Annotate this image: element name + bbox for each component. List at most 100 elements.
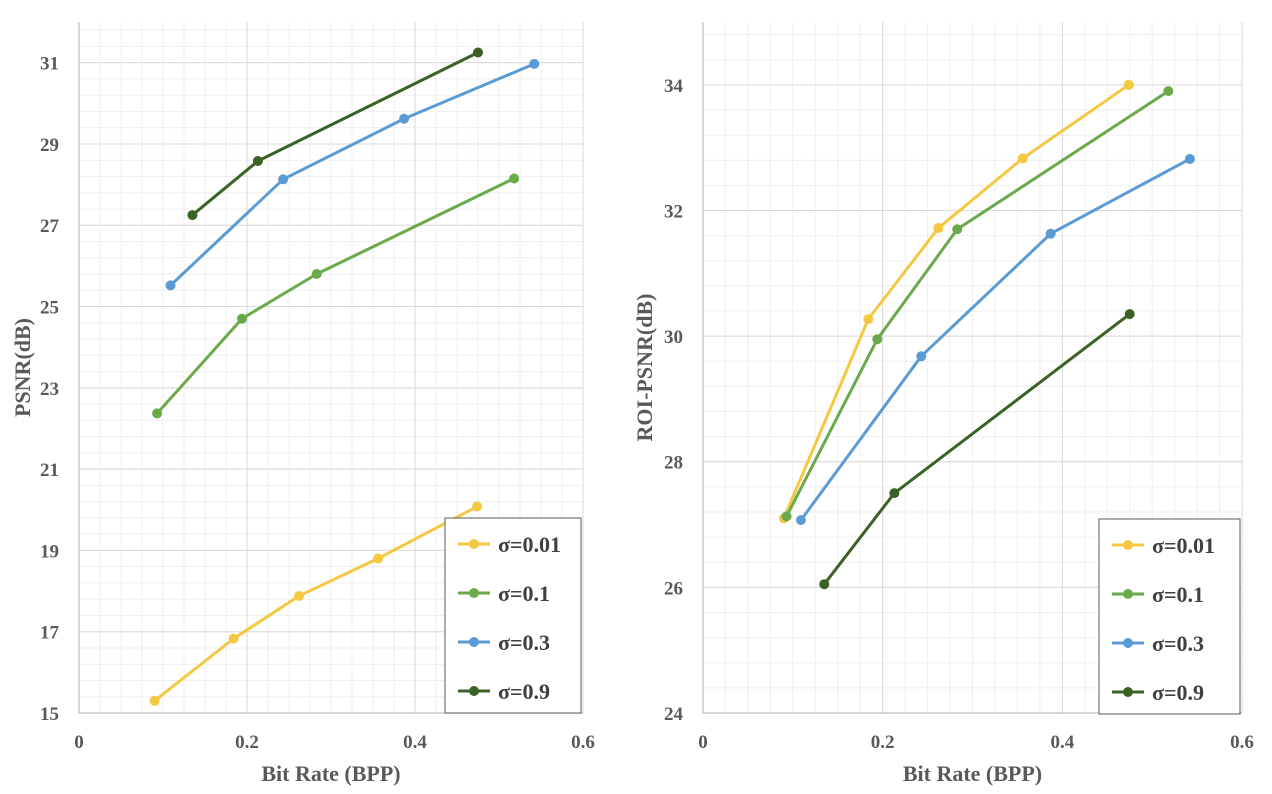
- data-point: [149, 695, 160, 706]
- data-point: [529, 58, 540, 69]
- legend-item-sigma-0-9: σ=0.9: [458, 679, 550, 704]
- data-point: [1184, 153, 1195, 164]
- legend: σ=0.01 σ=0.1 σ=0.3 σ=0.9: [1098, 518, 1241, 715]
- series-line: [191, 51, 479, 217]
- x-tick-label: 0.2: [235, 732, 259, 753]
- psnr-chart: 15 17 19 21 23 25 27 29 31 0 0.2 0.4 0.6 Bit Rate (BP…: [10, 22, 595, 786]
- y-tick-label: 29: [40, 135, 59, 156]
- legend-label: σ=0.01: [498, 532, 561, 557]
- legend-swatch-marker: [1123, 638, 1133, 648]
- legend-label: σ=0.9: [498, 679, 550, 704]
- y-axis-title: PSNR(dB): [10, 318, 35, 417]
- data-point: [228, 633, 239, 644]
- data-point: [795, 515, 806, 526]
- y-tick-label: 32: [664, 201, 683, 222]
- x-tick-label: 0.6: [571, 732, 595, 753]
- data-point: [889, 488, 900, 499]
- series-line: [799, 157, 1191, 522]
- data-point: [933, 223, 944, 234]
- x-tick-label: 0.4: [403, 732, 427, 753]
- legend-label: σ=0.3: [1152, 631, 1204, 656]
- series-sigma-0-3: [165, 58, 540, 291]
- data-point: [1017, 153, 1028, 164]
- y-tick-label: 34: [664, 76, 684, 97]
- y-tick-label: 26: [664, 578, 683, 599]
- legend-label: σ=0.01: [1152, 533, 1215, 558]
- legend-item-sigma-0-01: σ=0.01: [458, 532, 561, 557]
- roi-psnr-chart: 24 26 28 30 32 34 0 0.2 0.4 0.6 Bit Rate (BPP) ROI-…: [632, 22, 1254, 786]
- legend-item-sigma-0-3: σ=0.3: [1112, 631, 1204, 656]
- data-point: [252, 156, 263, 167]
- data-point: [819, 579, 830, 590]
- series-line: [785, 89, 1170, 518]
- data-point: [399, 113, 410, 124]
- data-point: [187, 210, 198, 221]
- series-line: [156, 177, 515, 415]
- legend-swatch-marker: [469, 539, 479, 549]
- legend: σ=0.01 σ=0.1 σ=0.3 σ=0.9: [444, 517, 582, 714]
- legend-swatch-marker: [1123, 540, 1133, 550]
- data-point: [294, 590, 305, 601]
- series-sigma-0-01: [149, 501, 483, 706]
- data-point: [373, 553, 384, 564]
- y-tick-label: 27: [40, 216, 60, 237]
- data-point: [872, 334, 883, 345]
- data-point: [509, 173, 520, 184]
- x-tick-label: 0: [698, 732, 708, 753]
- data-point: [311, 269, 322, 280]
- data-point: [152, 408, 163, 419]
- legend-swatch-marker: [469, 588, 479, 598]
- y-tick-label: 28: [664, 453, 683, 474]
- major-grid: [703, 22, 1243, 713]
- x-tick-label: 0.2: [871, 732, 895, 753]
- legend-item-sigma-0-1: σ=0.1: [458, 581, 550, 606]
- series-line: [169, 62, 535, 287]
- x-tick-label: 0: [74, 732, 84, 753]
- data-point: [1045, 228, 1056, 239]
- legend-swatch-marker: [469, 686, 479, 696]
- data-point: [781, 511, 792, 522]
- data-point: [1123, 79, 1134, 90]
- legend-swatch-marker: [1123, 687, 1133, 697]
- data-point: [916, 351, 927, 362]
- y-tick-label: 21: [40, 460, 59, 481]
- series-sigma-0-9: [187, 47, 483, 221]
- legend-box: [1098, 518, 1241, 715]
- y-tick-label: 30: [664, 327, 683, 348]
- y-tick-label: 19: [40, 541, 59, 562]
- y-tick-label: 23: [40, 379, 59, 400]
- legend-label: σ=0.1: [1152, 582, 1204, 607]
- legend-label: σ=0.1: [498, 581, 550, 606]
- series-sigma-0-3: [795, 153, 1195, 526]
- y-tick-label: 17: [40, 623, 60, 644]
- legend-label: σ=0.9: [1152, 680, 1204, 705]
- major-grid: [79, 22, 584, 713]
- series-sigma-0-01: [778, 79, 1134, 524]
- data-point: [473, 47, 483, 58]
- series-sigma-0-1: [781, 86, 1174, 522]
- y-tick-label: 31: [40, 54, 59, 75]
- legend-item-sigma-0-3: σ=0.3: [458, 630, 550, 655]
- y-axis-title: ROI-PSNR(dB): [632, 294, 657, 442]
- y-tick-label: 15: [40, 704, 59, 725]
- x-tick-label: 0.4: [1050, 732, 1074, 753]
- data-point: [472, 501, 483, 512]
- legend-label: σ=0.3: [498, 630, 550, 655]
- data-point: [952, 224, 963, 235]
- series-sigma-0-9: [819, 309, 1135, 590]
- x-axis-title: Bit Rate (BPP): [903, 761, 1042, 786]
- data-point: [236, 313, 247, 324]
- legend-item-sigma-0-9: σ=0.9: [1112, 680, 1204, 705]
- data-point: [863, 314, 874, 325]
- legend-swatch-marker: [469, 637, 479, 647]
- data-point: [1163, 86, 1174, 97]
- y-tick-label: 24: [664, 704, 684, 725]
- data-point: [1124, 309, 1135, 320]
- data-point: [165, 280, 176, 291]
- legend-box: [444, 517, 582, 714]
- y-tick-label: 25: [40, 298, 59, 319]
- legend-swatch-marker: [1123, 589, 1133, 599]
- series-line: [153, 505, 478, 702]
- x-axis-title: Bit Rate (BPP): [261, 761, 400, 786]
